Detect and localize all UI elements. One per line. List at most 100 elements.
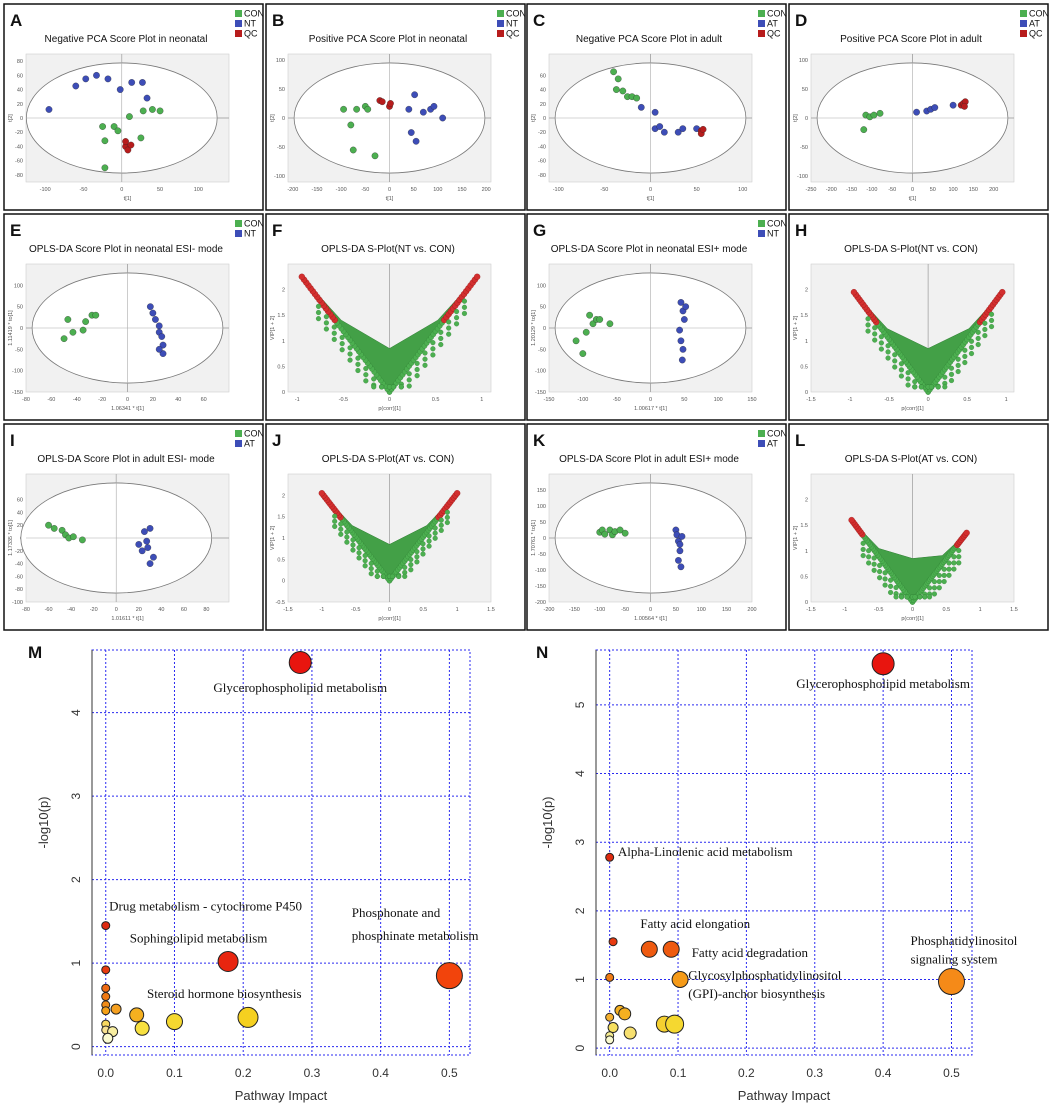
- pathway-bubble: [608, 937, 618, 947]
- pathway-bubble: [607, 1022, 619, 1034]
- legend-swatch: [235, 10, 242, 17]
- data-point: [656, 123, 664, 130]
- x-tick-label: -1: [848, 397, 853, 403]
- variable-point: [331, 330, 337, 336]
- data-point: [69, 328, 77, 336]
- x-tick-label: 100: [738, 187, 747, 193]
- panel-letter: L: [795, 431, 805, 450]
- data-point: [137, 134, 145, 142]
- y-tick-label: 20: [540, 102, 546, 108]
- x-tick-label: 1: [480, 397, 483, 403]
- variable-point: [414, 549, 420, 555]
- pathway-label: Fatty acid elongation: [640, 916, 750, 931]
- variable-point: [962, 347, 968, 353]
- variable-point: [928, 384, 935, 390]
- legend-label: CON: [506, 9, 526, 19]
- significant-variable-point: [848, 516, 855, 524]
- data-point: [79, 536, 86, 544]
- variable-point: [975, 335, 981, 341]
- data-point: [606, 320, 614, 328]
- data-point: [122, 138, 129, 145]
- x-tick-label: -0.5: [339, 397, 348, 403]
- panel-letter: N: [536, 643, 548, 662]
- variable-point: [446, 331, 452, 337]
- variable-point: [350, 542, 356, 548]
- data-point: [143, 537, 151, 545]
- data-point: [616, 526, 624, 534]
- x-tick-label: -0.5: [884, 397, 893, 403]
- panel-title: OPLS-DA S-Plot(NT vs. CON): [321, 244, 455, 255]
- variable-point: [446, 319, 452, 325]
- data-point: [64, 316, 72, 323]
- variable-point: [892, 364, 898, 370]
- variable-point: [898, 367, 904, 373]
- x-tick-label: -100: [866, 187, 877, 193]
- variable-point: [962, 359, 968, 366]
- panel-letter: B: [272, 11, 284, 30]
- y-tick-label: 3: [573, 839, 587, 846]
- y-tick-label: 0: [282, 579, 285, 585]
- x-tick-label: 0: [649, 397, 652, 403]
- significant-variable-point: [298, 273, 305, 280]
- variable-point: [941, 566, 947, 572]
- data-point: [677, 299, 685, 306]
- y-tick-label: 0: [805, 390, 808, 396]
- variable-point: [323, 320, 329, 326]
- x-tick-label: -50: [600, 187, 608, 193]
- variable-point: [432, 525, 438, 531]
- y-tick-label: -150: [535, 584, 546, 590]
- legend-swatch: [1020, 10, 1027, 17]
- legend-swatch: [758, 220, 765, 227]
- legend-label: CON: [1029, 9, 1049, 19]
- x-tick-label: 0.1: [670, 1066, 687, 1080]
- variable-point: [898, 361, 904, 367]
- y-axis-label: 1.70761 * to[1]: [531, 520, 537, 556]
- y-tick-label: 0: [543, 326, 546, 332]
- legend-label: CON: [244, 219, 264, 229]
- variable-point: [339, 347, 345, 353]
- pathway-bubble: [605, 972, 615, 982]
- variable-point: [426, 543, 432, 549]
- variable-point: [918, 384, 924, 390]
- data-point: [676, 541, 684, 548]
- variable-point: [956, 548, 962, 554]
- variable-point: [438, 329, 444, 335]
- variable-point: [430, 352, 436, 358]
- x-tick-label: 0: [115, 607, 118, 613]
- variable-point: [988, 324, 995, 330]
- variable-point: [927, 585, 933, 591]
- variable-point: [872, 331, 878, 337]
- variable-point: [390, 384, 396, 390]
- pathway-label: Fatty acid degradation: [692, 945, 809, 960]
- variable-point: [882, 582, 888, 588]
- x-tick-label: -150: [846, 187, 857, 193]
- data-point: [155, 322, 163, 330]
- legend-label: AT: [767, 19, 778, 29]
- variable-point: [408, 556, 414, 563]
- y-tick-label: 0: [282, 390, 285, 396]
- x-tick-label: 40: [175, 397, 181, 403]
- legend-label: QC: [244, 29, 258, 39]
- variable-point: [882, 576, 888, 582]
- x-tick-label: 0.0: [97, 1066, 114, 1080]
- data-point: [378, 98, 386, 106]
- significant-variable-point: [454, 490, 461, 497]
- x-tick-label: 100: [194, 187, 203, 193]
- pathway-bubble: [605, 1012, 615, 1022]
- x-tick-label: 0: [126, 397, 129, 403]
- x-tick-label: -1: [295, 397, 300, 403]
- variable-point: [371, 384, 377, 390]
- variable-point: [374, 568, 380, 574]
- variable-point: [430, 346, 436, 352]
- variable-point: [917, 594, 923, 600]
- x-tick-label: -20: [90, 607, 98, 613]
- panel-letter: A: [10, 11, 22, 30]
- x-axis-label: 1.00564 * t[1]: [634, 616, 667, 622]
- pathway-bubble: [618, 1007, 632, 1021]
- pathway-bubble: [937, 968, 965, 996]
- variable-point: [892, 358, 898, 364]
- y-tick-label: -20: [15, 130, 23, 136]
- variable-point: [877, 562, 883, 568]
- legend-swatch: [497, 20, 504, 27]
- variable-point: [893, 594, 899, 600]
